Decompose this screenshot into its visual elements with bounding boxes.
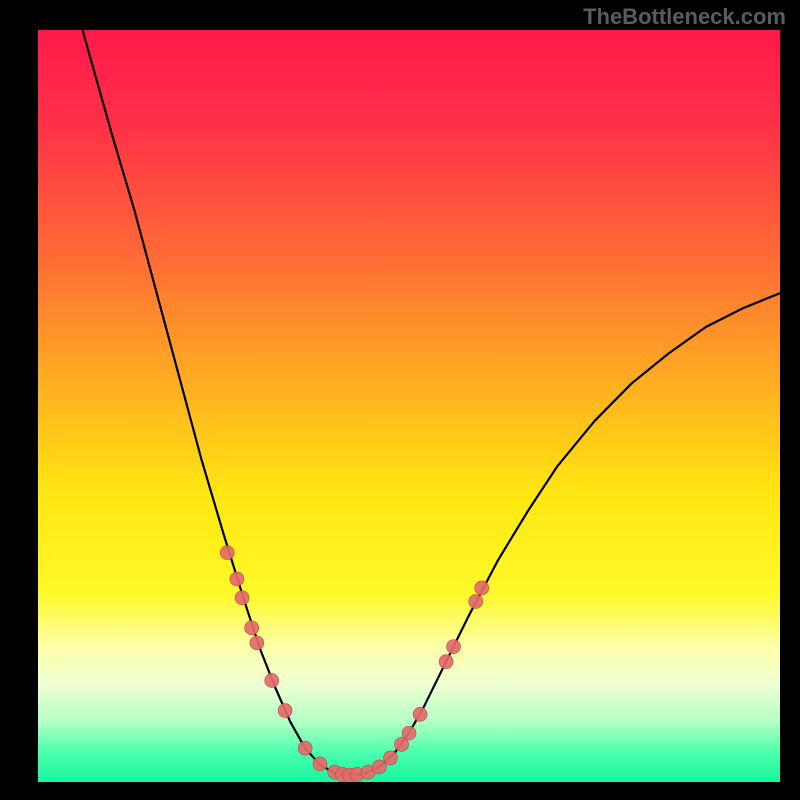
- watermark-text: TheBottleneck.com: [583, 4, 786, 30]
- data-point: [278, 704, 292, 718]
- chart-canvas: TheBottleneck.com: [0, 0, 800, 800]
- data-point: [447, 640, 461, 654]
- data-point: [235, 591, 249, 605]
- data-point: [298, 741, 312, 755]
- data-point: [313, 757, 327, 771]
- data-point: [250, 636, 264, 650]
- data-point: [372, 760, 386, 774]
- marker-group: [220, 546, 489, 782]
- data-point: [245, 621, 259, 635]
- data-point: [383, 751, 397, 765]
- data-point: [475, 581, 489, 595]
- data-point: [230, 572, 244, 586]
- data-point: [439, 655, 453, 669]
- data-point: [413, 707, 427, 721]
- bottleneck-curve: [83, 30, 780, 775]
- curve-layer: [38, 30, 780, 782]
- data-point: [402, 726, 416, 740]
- data-point: [265, 673, 279, 687]
- data-point: [220, 546, 234, 560]
- plot-area: [38, 30, 780, 782]
- data-point: [469, 595, 483, 609]
